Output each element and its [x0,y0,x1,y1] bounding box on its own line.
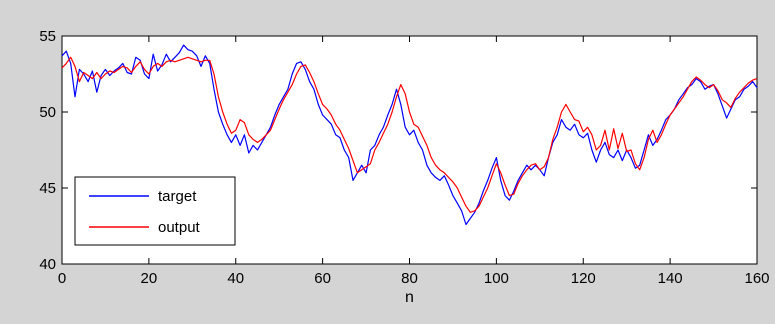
x-tick-label: 100 [484,270,509,287]
y-tick-label: 40 [39,256,56,273]
y-tick-label: 45 [39,180,56,197]
y-axis: 40 45 50 55 [39,28,757,273]
legend: target output [74,176,236,246]
x-tick-label: 60 [314,270,331,287]
series-line-target [61,44,758,226]
x-axis-label: n [405,289,414,306]
legend-label-target: target [158,188,197,205]
x-tick-label: 20 [141,270,158,287]
x-tick-label: 40 [227,270,244,287]
x-tick-label: 80 [401,270,418,287]
y-tick-label: 50 [39,104,56,121]
x-tick-label: 0 [58,270,66,287]
series-layer [61,44,758,226]
x-axis: 0 20 40 60 80 100 120 140 160 [58,36,770,287]
legend-box [74,176,236,246]
x-tick-label: 140 [658,270,683,287]
x-tick-label: 160 [744,270,769,287]
legend-label-output: output [158,219,201,236]
y-tick-label: 55 [39,28,56,45]
series-line-output [61,56,758,213]
x-tick-label: 120 [571,270,596,287]
